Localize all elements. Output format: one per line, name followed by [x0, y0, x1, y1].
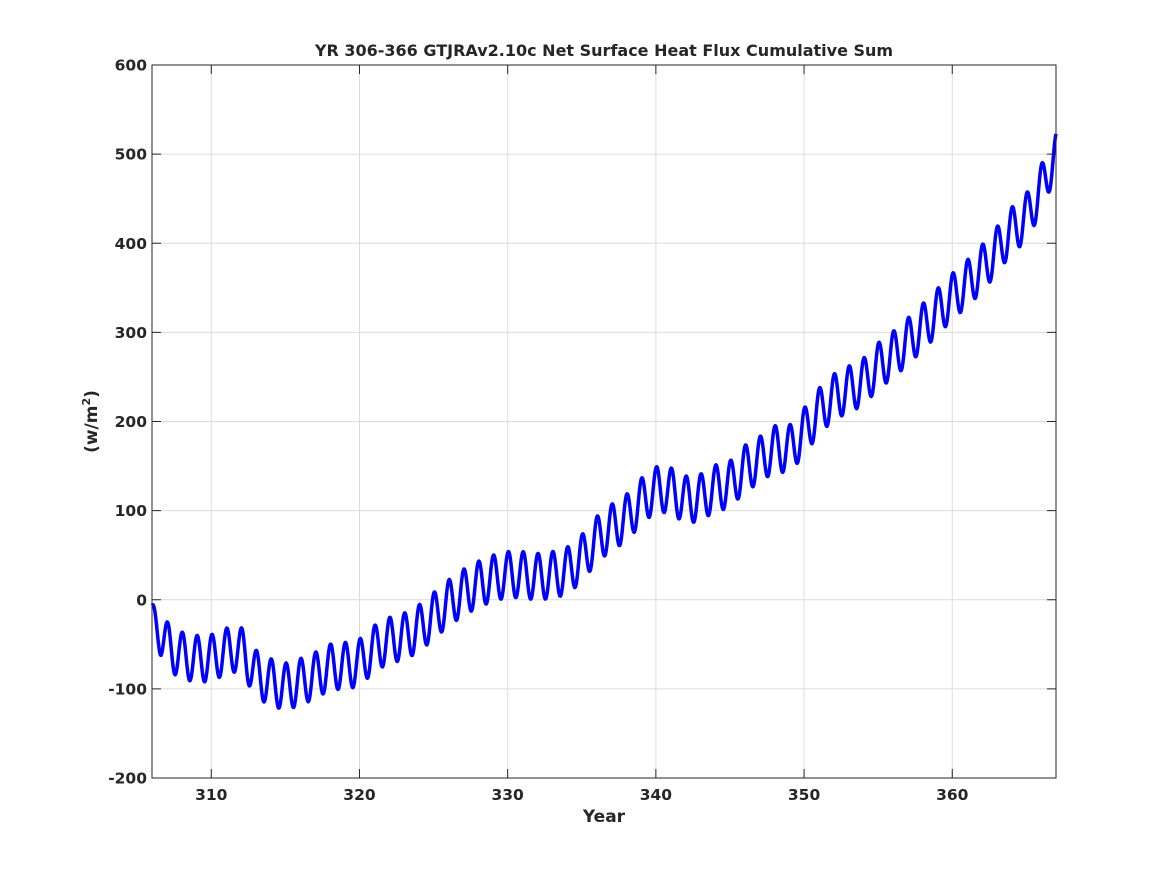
- y-tick-label: -200: [108, 770, 147, 788]
- axis-ticks: 310 320 330 340 350 360 -200 -100 0 100 200 300 400 5…: [108, 57, 1056, 804]
- y-axis-label: (w/m2): [80, 390, 102, 453]
- x-tick-label: 330: [491, 786, 524, 804]
- series-line: [150, 133, 1058, 710]
- y-axis-label-main: (w/m: [82, 406, 102, 453]
- y-tick-label: 300: [115, 324, 148, 342]
- plot-area: [150, 133, 1058, 710]
- y-tick-label: 200: [115, 413, 148, 431]
- x-tick-label: 320: [343, 786, 376, 804]
- x-axis-label: Year: [582, 807, 626, 827]
- y-tick-label: -100: [108, 680, 147, 698]
- y-tick-label: 400: [115, 235, 148, 253]
- x-tick-label: 350: [788, 786, 821, 804]
- x-tick-label: 360: [936, 786, 969, 804]
- y-axis-label-superscript: 2: [80, 398, 93, 406]
- x-tick-label: 310: [195, 786, 228, 804]
- chart-title: YR 306-366 GTJRAv2.10c Net Surface Heat …: [314, 41, 893, 60]
- y-axis-label-close: ): [82, 390, 102, 398]
- x-tick-label: 340: [640, 786, 673, 804]
- y-tick-label: 500: [115, 146, 148, 164]
- y-tick-label: 0: [136, 591, 147, 609]
- y-tick-label: 600: [115, 57, 148, 75]
- y-tick-label: 100: [115, 502, 148, 520]
